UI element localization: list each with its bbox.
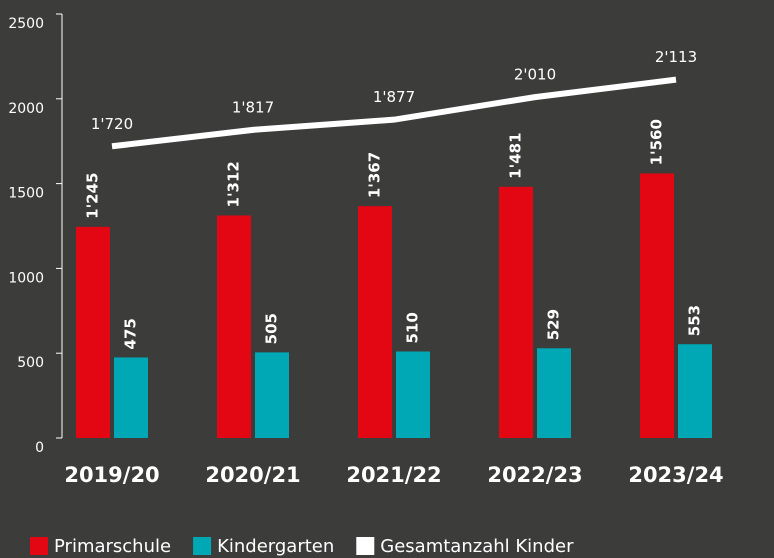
bar-value-label: 529 (545, 309, 563, 340)
legend-label: Kindergarten (217, 536, 334, 557)
bar-value-label: 510 (404, 312, 422, 343)
line-value-label: 2'010 (514, 66, 556, 84)
bar (114, 357, 148, 438)
bar-value-label: 505 (263, 313, 281, 344)
line-value-label: 1'877 (373, 88, 415, 106)
bar (499, 186, 533, 438)
bar-value-label: 475 (122, 318, 140, 349)
line-value-label: 2'113 (655, 48, 697, 66)
y-tick-label: 2500 (8, 16, 44, 32)
bar (640, 173, 674, 438)
total-line (111, 76, 677, 150)
bar-value-label: 553 (686, 305, 704, 336)
x-tick-label: 2019/20 (64, 463, 159, 487)
bar-value-label: 1'245 (84, 173, 102, 219)
bar (358, 206, 392, 438)
line-value-label: 1'817 (232, 98, 274, 116)
bar-value-label: 1'481 (507, 132, 525, 178)
y-tick-label: 1500 (8, 186, 44, 202)
y-tick-label: 0 (35, 440, 44, 456)
legend-swatch (30, 537, 48, 555)
bar (537, 348, 571, 438)
legend-label: Primarschule (54, 536, 171, 557)
legend-swatch (193, 537, 212, 555)
x-tick-label: 2023/24 (628, 463, 723, 487)
bar-value-label: 1'560 (648, 119, 666, 165)
bar (217, 215, 251, 438)
y-tick-label: 2000 (8, 101, 44, 117)
bar-value-label: 1'367 (366, 152, 384, 198)
y-tick-label: 500 (17, 355, 44, 371)
bar (255, 352, 289, 438)
bar (396, 351, 430, 438)
y-tick-label: 1000 (8, 270, 44, 286)
x-tick-label: 2020/21 (205, 463, 300, 487)
legend-swatch (356, 537, 375, 555)
bar (76, 226, 110, 438)
x-tick-label: 2021/22 (346, 463, 441, 487)
bar-value-label: 1'312 (225, 161, 243, 207)
legend-label: Gesamtanzahl Kinder (380, 536, 574, 557)
x-tick-label: 2022/23 (487, 463, 582, 487)
line-value-label: 1'720 (91, 115, 133, 133)
bar (678, 344, 712, 438)
